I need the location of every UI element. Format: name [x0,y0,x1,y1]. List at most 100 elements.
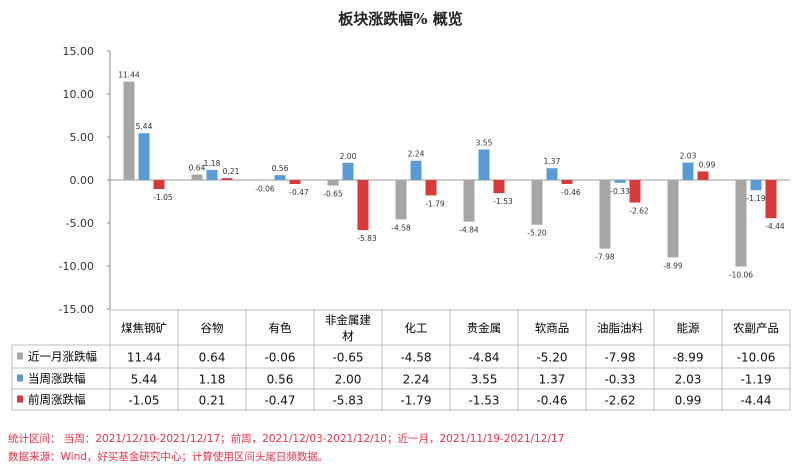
table-cell: -10.06 [737,351,776,365]
bar-1 [123,81,135,180]
category-label: 有色 [269,321,292,335]
chart-title: 板块涨跌幅% 概览 [338,10,463,28]
table-cell: -5.83 [332,394,363,408]
bar-3 [493,180,505,194]
data-label: 3.55 [476,138,493,147]
table-cell: 0.99 [675,394,702,408]
bar-1 [463,180,475,222]
bar-3 [561,180,573,184]
table-cell: 0.64 [199,351,226,365]
bar-3 [289,180,301,185]
category-label: 农副产品 [733,321,779,335]
data-label: 5.44 [136,122,153,131]
table-cell: -2.62 [604,394,635,408]
data-label: 0.56 [272,164,289,173]
category-label: 贵金属 [467,321,502,335]
category-label: 非金属建 [325,313,371,327]
data-label: 2.00 [340,152,357,161]
bar-2 [206,169,218,180]
bar-2 [274,175,286,180]
category-label: 材 [342,329,354,343]
data-label: -8.99 [663,261,683,270]
bar-3 [221,178,233,180]
table-cell: -1.53 [468,394,499,408]
y-tick-label: 15.00 [63,45,95,58]
bar-3 [697,171,709,180]
bar-2 [546,168,558,180]
bar-1 [259,180,271,181]
footer-period: 统计区间： 当周：2021/12/10-2021/12/17；前周，2021/1… [8,433,565,445]
bar-2 [682,162,694,180]
table-cell: -5.20 [536,351,567,365]
legend-label: 当周涨跌幅 [28,372,86,386]
data-label: -0.47 [289,188,309,197]
data-label: 2.24 [408,150,425,159]
category-label: 化工 [405,321,428,335]
bar-1 [599,180,611,249]
bar-chart: 15.00 10.00 5.00 0.00 -5.00 -10.00 -15.00 煤焦钢矿 谷… [11,45,791,411]
table-cell: 2.00 [335,373,362,387]
data-label: -1.79 [425,199,445,208]
bar-1 [395,180,407,220]
data-label: 0.21 [223,167,240,176]
legend-swatch [17,352,23,360]
table-cell: -1.79 [400,394,431,408]
table-cell: 0.21 [199,394,226,408]
table-cell: -0.06 [264,351,295,365]
table-cell: -1.05 [128,394,159,408]
table-cell: -7.98 [604,351,635,365]
data-label: 0.64 [189,163,206,172]
legend-label: 前周涨跌幅 [28,393,86,407]
legend-swatch [17,395,23,403]
table-cell: -4.58 [400,351,431,365]
data-label: -5.20 [527,229,547,238]
data-label: -10.06 [729,271,753,280]
bar-2 [342,162,354,180]
bar-2 [614,180,626,183]
category-label: 软商品 [535,321,570,335]
data-label: -0.06 [255,185,275,194]
footer-source: 数据来源：Wind，好买基金研究中心；计算使用区间头尾日频数据。 [8,451,329,463]
data-label: 1.18 [204,159,221,168]
bar-1 [327,180,339,186]
data-label: 2.03 [680,152,697,161]
data-label: -0.33 [610,187,630,196]
y-tick-label: 10.00 [63,88,95,101]
table-cell: -0.46 [536,394,567,408]
table-cell: -0.47 [264,394,295,408]
legend-label: 近一月涨跌幅 [28,350,97,364]
bar-2 [138,133,150,180]
table-cell: 11.44 [127,351,161,365]
data-label: -1.53 [493,197,513,206]
data-label: -7.98 [595,253,615,262]
bar-3 [765,180,777,219]
bar-1 [191,174,203,180]
data-label: 1.37 [544,157,561,166]
data-label: -4.84 [459,226,479,235]
data-label: -4.44 [765,222,785,231]
y-tick-label: 0.00 [70,174,95,187]
table-cell: 5.44 [131,373,158,387]
data-label: -5.83 [357,234,377,243]
data-label: -0.65 [323,190,343,199]
category-label: 煤焦钢矿 [121,321,167,335]
category-label: 能源 [677,321,700,335]
data-label: -4.58 [391,223,411,232]
bar-3 [357,180,369,231]
table-cell: -4.84 [468,351,499,365]
table-cell: 1.18 [199,373,226,387]
y-tick-label: -10.00 [59,260,94,273]
bar-3 [425,180,437,196]
category-label: 油脂油料 [597,321,643,335]
table-cell: -1.19 [740,373,771,387]
data-label: -1.19 [746,194,766,203]
bar-2 [410,160,422,180]
bar-2 [478,149,490,180]
y-tick-label: -5.00 [66,217,94,230]
table-cell: -0.65 [332,351,363,365]
bar-1 [531,180,543,225]
bar-2 [750,180,762,191]
table-cell: 0.56 [267,373,294,387]
table-cell: -4.44 [740,394,771,408]
table-cell: -0.33 [604,373,635,387]
